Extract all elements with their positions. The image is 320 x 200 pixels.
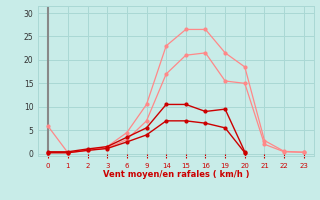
X-axis label: Vent moyen/en rafales ( km/h ): Vent moyen/en rafales ( km/h ) <box>103 170 249 179</box>
